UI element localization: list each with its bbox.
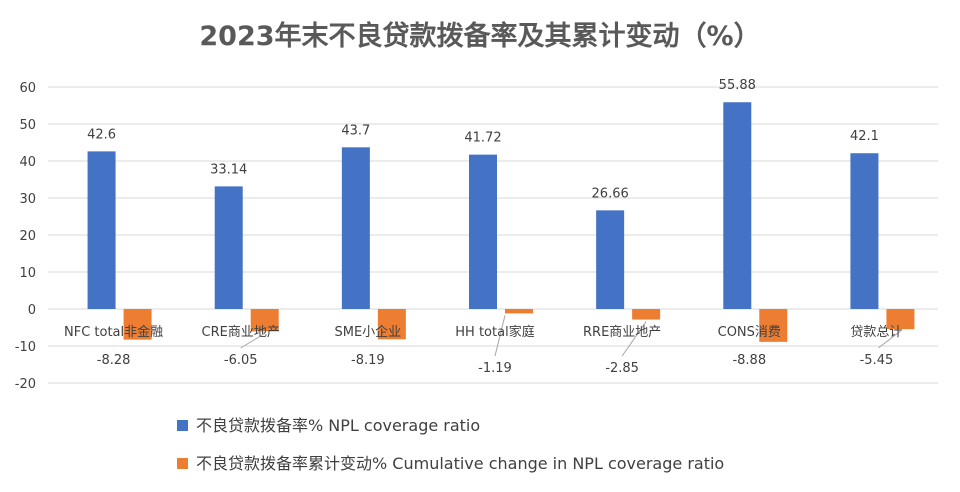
legend-item-cumulative-change: 不良贷款拨备率累计变动% Cumulative change in NPL co… — [177, 454, 724, 473]
bar-npl-coverage — [850, 153, 879, 309]
legend: 不良贷款拨备率% NPL coverage ratio 不良贷款拨备率累计变动%… — [177, 416, 724, 473]
bar-cumulative-change — [759, 309, 788, 342]
category-label: RRE商业地产 — [583, 325, 661, 340]
data-label-npl-coverage: 43.7 — [341, 123, 370, 138]
bar-npl-coverage — [469, 154, 497, 309]
bar-npl-coverage — [596, 210, 625, 309]
data-label-npl-coverage: 42.6 — [87, 127, 116, 142]
bar-npl-coverage — [723, 102, 752, 309]
category-label: HH total家庭 — [455, 324, 534, 340]
bars — [87, 102, 915, 342]
leader-line — [621, 321, 647, 357]
chart-title: 2023年末不良贷款拨备率及其累计变动（%） — [199, 20, 760, 52]
data-label-cumulative-change: -2.85 — [605, 361, 639, 376]
bar-cumulative-change — [632, 309, 661, 320]
data-label-cumulative-change: -8.19 — [351, 353, 385, 368]
data-label-npl-coverage: 33.14 — [210, 162, 247, 177]
category-label: CRE商业地产 — [202, 325, 280, 340]
y-tick-label: 10 — [19, 266, 36, 281]
data-label-cumulative-change: -6.05 — [224, 353, 258, 368]
y-tick-label: 0 — [28, 303, 36, 318]
legend-item-npl-coverage: 不良贷款拨备率% NPL coverage ratio — [177, 416, 480, 435]
category-label: SME小企业 — [335, 324, 402, 340]
y-tick-label: 40 — [19, 155, 36, 170]
y-tick-label: 20 — [19, 229, 36, 244]
bar-cumulative-change — [505, 309, 533, 314]
y-tick-label: -20 — [15, 377, 36, 392]
legend-swatch-npl-coverage — [177, 420, 188, 431]
legend-label-cumulative-change: 不良贷款拨备率累计变动% Cumulative change in NPL co… — [196, 454, 724, 473]
legend-label-npl-coverage: 不良贷款拨备率% NPL coverage ratio — [196, 416, 480, 435]
leader-line — [494, 315, 506, 357]
bar-cumulative-change — [123, 309, 152, 340]
data-label-cumulative-change: -1.19 — [478, 361, 512, 376]
category-label: 贷款总计 — [850, 325, 902, 340]
bar-npl-coverage — [341, 147, 370, 309]
category-labels: NFC total非金融 CRE商业地产 SME小企业 HH total家庭 RRE商业… — [64, 324, 902, 340]
data-labels: 42.6 -8.28 33.14 -6.05 43.7 -8.19 41.72 -1.19 26… — [87, 78, 901, 376]
leader-line — [240, 332, 265, 349]
bar-cumulative-change — [377, 309, 406, 340]
legend-swatch-cumulative-change — [177, 458, 188, 469]
y-axis-ticks: 60 50 40 30 20 10 0 -10 -20 — [15, 81, 36, 392]
leader-line — [878, 330, 901, 349]
y-tick-label: 60 — [19, 81, 36, 96]
category-label: CONS消费 — [718, 325, 781, 340]
y-tick-label: 30 — [19, 192, 36, 207]
bar-cumulative-change — [250, 309, 279, 332]
y-tick-label: 50 — [19, 118, 36, 133]
data-label-npl-coverage: 55.88 — [719, 78, 756, 93]
data-label-npl-coverage: 26.66 — [592, 186, 629, 201]
bar-cumulative-change — [886, 309, 915, 330]
data-label-cumulative-change: -8.28 — [97, 353, 131, 368]
data-label-npl-coverage: 41.72 — [464, 131, 501, 146]
category-label: NFC total非金融 — [64, 324, 163, 340]
y-tick-label: -10 — [15, 340, 36, 355]
data-label-cumulative-change: -8.88 — [732, 353, 766, 368]
bar-npl-coverage — [214, 186, 243, 309]
data-label-npl-coverage: 42.1 — [850, 129, 879, 144]
data-label-cumulative-change: -5.45 — [860, 353, 894, 368]
bar-npl-coverage — [87, 151, 116, 309]
